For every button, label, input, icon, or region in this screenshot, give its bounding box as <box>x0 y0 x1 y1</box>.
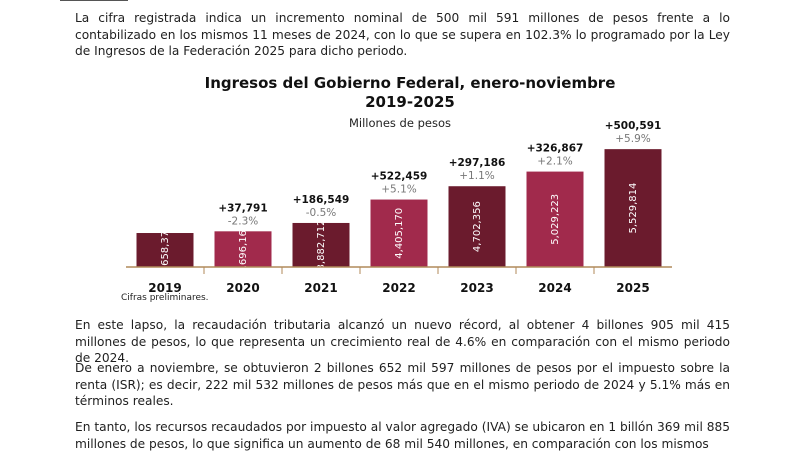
increase-label: +37,791 <box>218 202 267 214</box>
x-tick-label: 2023 <box>460 281 493 295</box>
bar-2019 <box>136 233 194 267</box>
bar-2024 <box>526 171 584 267</box>
bar-value-label: 5,529,814 <box>628 183 639 234</box>
paragraph-iva: En tanto, los recursos recaudados por im… <box>75 420 730 451</box>
bar-value-label: 4,702,356 <box>472 201 483 252</box>
bar-2020 <box>214 231 272 267</box>
x-tick-label: 2019 <box>148 281 181 295</box>
bar-2022 <box>370 199 428 267</box>
real-change-label: +5.1% <box>381 184 416 196</box>
real-change-label: +5.9% <box>615 133 650 145</box>
chart-title: Ingresos del Gobierno Federal, enero-nov… <box>204 74 616 92</box>
bar-value-label: 4,405,170 <box>394 208 405 259</box>
paragraph-tax-revenue: En este lapso, la recaudación tributaria… <box>75 318 730 365</box>
increase-label: +500,591 <box>605 120 662 132</box>
bar-value-label: 3,658,372 <box>160 225 171 276</box>
chart-title-years: 2019-2025 <box>365 93 455 111</box>
increase-label: +326,867 <box>527 143 584 155</box>
bar-value-label: 5,029,223 <box>550 194 561 245</box>
chart-note: Cifras preliminares. <box>121 293 209 303</box>
real-change-label: -0.5% <box>306 207 336 219</box>
x-tick-label: 2020 <box>226 281 259 295</box>
increase-label: +297,186 <box>449 157 506 169</box>
x-tick-label: 2025 <box>616 281 649 295</box>
bar-2021 <box>292 222 350 267</box>
increase-label: +522,459 <box>371 171 428 183</box>
real-change-label: +1.1% <box>459 170 494 182</box>
bar-2023 <box>448 186 506 267</box>
paragraph-isr: De enero a noviembre, se obtuvieron 2 bi… <box>75 361 730 408</box>
x-tick-label: 2022 <box>382 281 415 295</box>
x-tick-label: 2024 <box>538 281 571 295</box>
top-rule <box>60 0 128 1</box>
paragraph-intro: La cifra registrada indica un incremento… <box>75 11 730 58</box>
bar-value-label: 3,882,712 <box>316 220 327 271</box>
real-change-label: +2.1% <box>537 156 572 168</box>
bar-2025 <box>604 149 662 267</box>
chart-subtitle: Millones de pesos <box>349 116 451 130</box>
x-tick-label: 2021 <box>304 281 337 295</box>
real-change-label: -2.3% <box>228 215 258 227</box>
bar-value-label: 3,696,162 <box>238 224 249 275</box>
increase-label: +186,549 <box>293 194 350 206</box>
